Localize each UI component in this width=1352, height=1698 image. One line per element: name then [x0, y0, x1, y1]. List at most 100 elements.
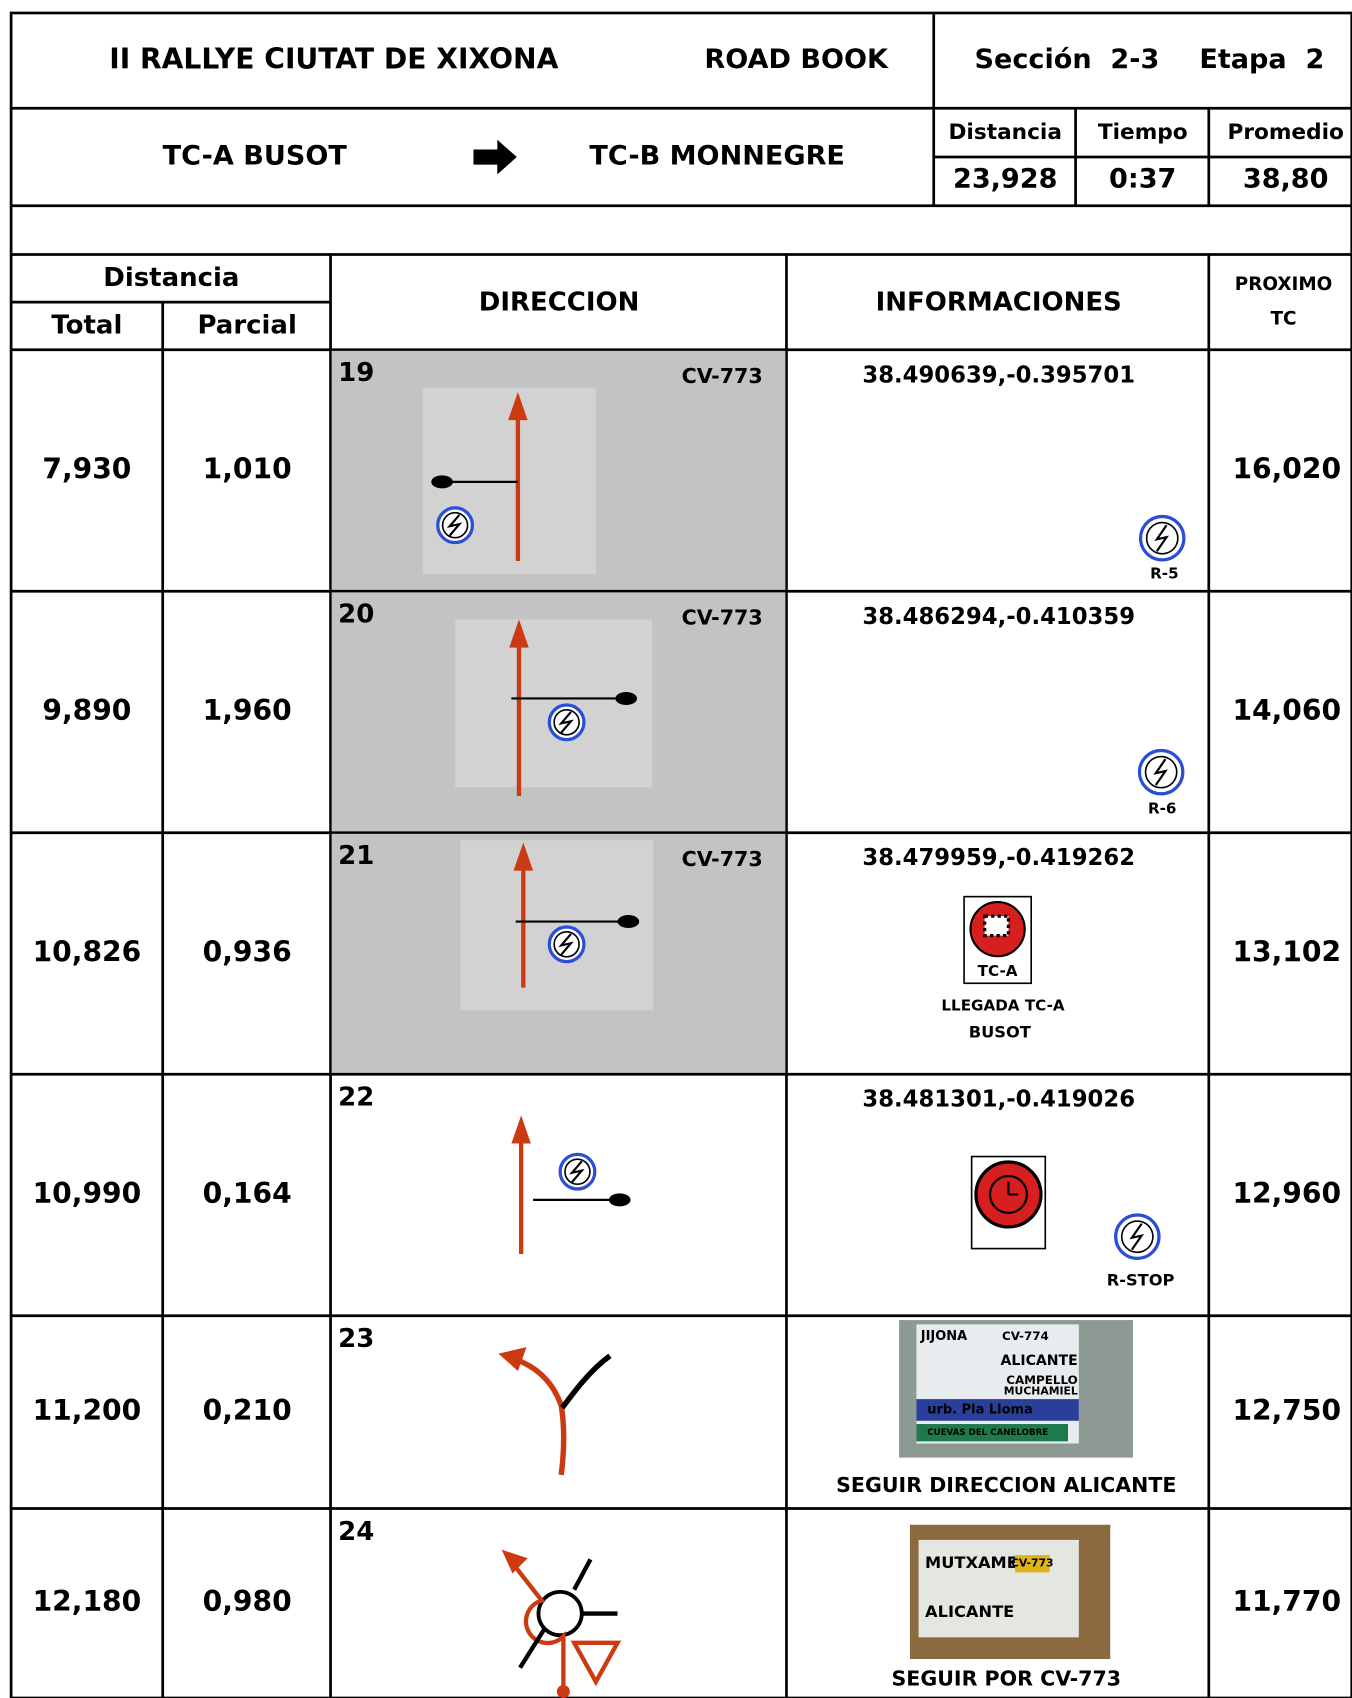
road-name: CV-773	[682, 364, 763, 388]
radar-bolt	[1153, 758, 1168, 786]
photo-text: urb. Pla Lloma	[927, 1402, 1033, 1417]
road-end	[617, 915, 640, 929]
radar-sign-inner	[1144, 755, 1178, 789]
radar-bolt	[1154, 524, 1170, 552]
road-end	[431, 475, 453, 489]
radar-bolt	[446, 514, 463, 537]
waypoint-number: 23	[338, 1324, 374, 1354]
sign-label: R-5	[1150, 564, 1179, 582]
total-distance: 10,826	[33, 936, 142, 969]
frame	[9, 11, 1352, 1698]
photo-sign-band	[916, 1399, 1079, 1421]
rows: 7,930 1,010 16,020 19 CV-773 38.490639,-0.395…	[11, 350, 1352, 1698]
section: Sección 2-3	[975, 44, 1160, 75]
road-name: CV-773	[682, 847, 763, 871]
next-tc: 11,770	[1232, 1585, 1341, 1618]
road-start	[556, 1685, 570, 1698]
route-arrowhead	[511, 1115, 531, 1144]
column-header: DIRECCION	[479, 288, 640, 318]
radar-bolt	[1129, 1223, 1145, 1251]
stat-value: 23,928	[953, 163, 1057, 194]
stat-value: 0:37	[1109, 163, 1176, 194]
partial-distance: 0,210	[203, 1394, 292, 1427]
other-roads	[518, 1558, 618, 1669]
other-road	[560, 1353, 612, 1410]
waypoint-number: 22	[338, 1083, 374, 1113]
photo-text: CUEVAS DEL CANELOBRE	[927, 1428, 1048, 1438]
checkered-flag	[983, 914, 1011, 938]
coordinates: 38.486294,-0.410359	[862, 604, 1135, 630]
total-distance: 11,200	[33, 1394, 142, 1427]
coordinates: 38.479959,-0.419262	[862, 845, 1135, 871]
stage: Etapa 2	[1199, 44, 1324, 75]
waypoint-number: 24	[338, 1517, 374, 1547]
total-distance: 12,180	[33, 1585, 142, 1618]
from: TC-A BUSOT	[163, 141, 348, 172]
photo-text: ALICANTE	[925, 1602, 1014, 1621]
stat-label: Distancia	[948, 120, 1061, 145]
sign-label: R-6	[1148, 799, 1177, 817]
photo-text: JIJONA	[920, 1329, 967, 1344]
coordinates: 38.481301,-0.419026	[862, 1087, 1135, 1113]
photo-text: MUCHAMIEL	[1004, 1385, 1078, 1398]
radar-bolt	[558, 933, 574, 956]
road-end	[608, 1193, 631, 1207]
column-header: Total	[51, 310, 122, 340]
partial-distance: 0,164	[203, 1177, 292, 1210]
radar-sign-inner	[441, 511, 469, 539]
partial-distance: 1,010	[203, 453, 292, 486]
radar-bolt	[558, 711, 574, 734]
stat-value: 38,80	[1243, 163, 1329, 194]
waypoint-number: 20	[338, 600, 374, 630]
total-distance: 9,890	[42, 694, 131, 727]
stat-label: Promedio	[1227, 120, 1343, 145]
total-distance: 10,990	[33, 1177, 142, 1210]
radar-sign-inner	[1145, 521, 1179, 555]
photo-text: CV-774	[1002, 1329, 1049, 1343]
photo-sign-band	[916, 1424, 1069, 1442]
photo-sign	[916, 1324, 1079, 1444]
route-arrowhead	[501, 1549, 528, 1574]
column-header: Parcial	[197, 310, 296, 340]
title: II RALLYE CIUTAT DE XIXONA	[109, 43, 558, 76]
column-header: Distancia	[103, 263, 239, 293]
radar-sign-inner	[553, 709, 580, 736]
partial-distance: 1,960	[203, 694, 292, 727]
route-line	[513, 1356, 567, 1476]
sign-label: R-STOP	[1107, 1271, 1175, 1290]
stat-label: Tiempo	[1098, 120, 1188, 145]
yield-sign	[570, 1640, 622, 1687]
road-end	[615, 691, 638, 705]
photo-text: CV-773	[1011, 1557, 1054, 1570]
total-distance: 7,930	[42, 453, 131, 486]
column-header: TC	[1270, 308, 1296, 329]
caption: BUSOT	[969, 1023, 1031, 1042]
caption: SEGUIR DIRECCION ALICANTE	[836, 1473, 1176, 1497]
photo-text: ALICANTE	[1001, 1353, 1078, 1369]
route-line	[512, 1564, 566, 1695]
radar-sign-inner	[564, 1158, 591, 1185]
next-tc: 12,750	[1232, 1394, 1341, 1427]
photo-sign	[918, 1539, 1079, 1638]
column-header: PROXIMO	[1235, 274, 1333, 295]
next-tc: 16,020	[1232, 453, 1341, 486]
photo-tag	[1014, 1555, 1050, 1573]
radar-sign-inner	[1120, 1220, 1154, 1254]
sign-label: TC-A	[978, 962, 1018, 980]
next-tc: 13,102	[1232, 936, 1341, 969]
caption: SEGUIR POR CV-773	[891, 1667, 1121, 1691]
clock-face	[988, 1174, 1028, 1214]
waypoint-number: 19	[338, 358, 374, 388]
photo-text: MUTXAMEL	[925, 1553, 1028, 1572]
doc-type: ROAD BOOK	[704, 44, 889, 75]
caption: LLEGADA TC-A	[941, 997, 1065, 1015]
route-arrowhead	[513, 842, 534, 871]
radar-bolt	[569, 1160, 585, 1183]
route-arrowhead	[508, 392, 528, 421]
road-name: CV-773	[682, 605, 763, 629]
radar-sign-inner	[553, 931, 580, 958]
column-header: INFORMACIONES	[876, 288, 1122, 318]
to: TC-B MONNEGRE	[589, 141, 844, 172]
